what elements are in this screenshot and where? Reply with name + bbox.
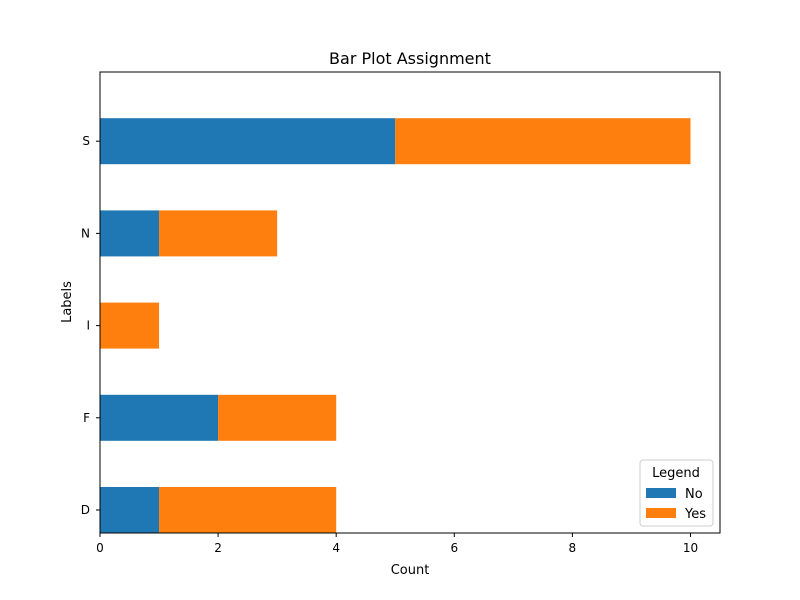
bars-layer — [100, 118, 691, 533]
plot-frame — [99, 71, 721, 534]
legend-label-yes: Yes — [684, 507, 706, 522]
legend-swatch-no — [646, 488, 676, 498]
chart-title: Bar Plot Assignment — [329, 49, 491, 68]
bar-no-n — [100, 210, 160, 257]
legend-title: Legend — [652, 466, 700, 481]
x-axis: 0 2 4 6 8 10 — [96, 533, 698, 555]
bar-no-f — [100, 394, 219, 441]
bar-yes-f — [218, 394, 337, 441]
y-tick-label-n: N — [81, 226, 90, 240]
x-tick-label: 4 — [332, 541, 340, 555]
bar-no-d — [100, 487, 160, 533]
x-tick-label: 10 — [683, 541, 698, 555]
x-axis-label: Count — [391, 563, 430, 578]
y-tick-label-i: I — [86, 319, 90, 333]
legend: Legend No Yes — [639, 459, 714, 527]
bar-yes-i — [100, 302, 160, 349]
y-axis-label: Labels — [60, 281, 75, 323]
bar-yes-s — [395, 118, 691, 165]
y-tick-label-s: S — [82, 134, 90, 148]
x-tick-label: 2 — [214, 541, 222, 555]
bar-yes-d — [159, 487, 337, 533]
bar-yes-n — [159, 210, 278, 257]
y-axis: D F I N S — [81, 134, 100, 517]
y-tick-label-d: D — [81, 503, 90, 517]
x-tick-label: 6 — [450, 541, 458, 555]
x-tick-label: 8 — [569, 541, 577, 555]
y-tick-label-f: F — [83, 411, 90, 425]
bar-no-s — [100, 118, 396, 165]
x-tick-label: 0 — [96, 541, 104, 555]
legend-swatch-yes — [646, 508, 676, 518]
legend-label-no: No — [685, 487, 703, 502]
